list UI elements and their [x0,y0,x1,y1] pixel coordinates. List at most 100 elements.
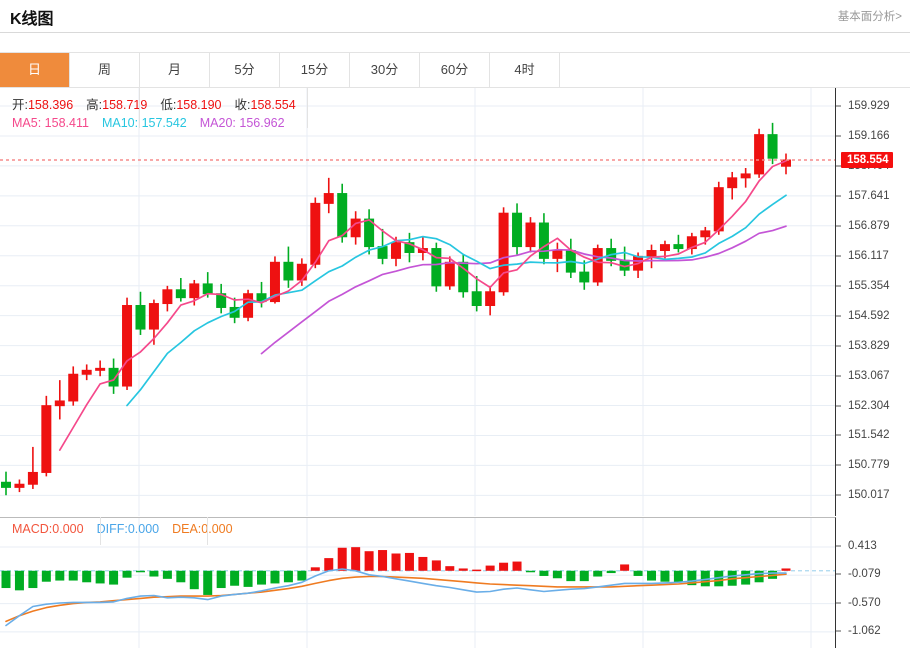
ma5-value: 158.411 [44,115,89,130]
ma5-stat: MA5: 158.411 [12,116,89,130]
open-stat: 开:158.396 [12,94,73,113]
tab-1[interactable]: 周 [70,53,140,87]
price-axis-tick [836,434,841,436]
ma20-stat: MA20: 156.962 [200,116,285,130]
tab-label: 周 [97,62,111,77]
price-axis-label: 150.779 [848,459,890,472]
timeframe-tabbar: 日 周 月 5分 15分 30分 60分 4时 [0,52,910,88]
macd-axis-tick [836,630,841,632]
ma20-value: 156.962 [239,115,285,130]
macd-axis-label: -1.062 [848,624,881,637]
tab-6[interactable]: 60分 [420,53,490,87]
ma-legend: MA5: 158.411 MA10: 157.542 MA20: 156.962 [12,113,298,132]
current-price-badge: 158.554 [841,152,893,168]
macd-axis-tick [836,573,841,575]
macd-legend-separator-0 [100,517,101,545]
tab-5[interactable]: 30分 [350,53,420,87]
open-label: 开: [12,98,28,112]
price-chart-svg [0,88,835,516]
price-axis-tick [836,464,841,466]
price-axis-label: 155.354 [848,279,890,292]
price-axis-label: 156.879 [848,219,890,232]
price-axis-tick [836,285,841,287]
diff-value: 0.000 [127,522,160,536]
price-axis: 159.929159.166158.404157.641156.879156.1… [836,88,910,648]
tab-4[interactable]: 15分 [280,53,350,87]
price-axis-label: 156.117 [848,249,889,262]
price-axis-tick [836,375,841,377]
tab-label: 日 [27,62,41,77]
fundamental-analysis-link[interactable]: 基本面分析> [837,11,902,23]
tabbar-filler [560,53,910,87]
price-axis-tick [836,135,841,137]
dea-label: DEA: [172,522,202,536]
tab-3[interactable]: 5分 [210,53,280,87]
macd-legend-separator-1 [207,517,208,545]
price-axis-tick [836,494,841,496]
price-axis-label: 159.166 [848,129,890,142]
ma10-label: MA10: [101,115,139,130]
tab-label: 30分 [370,62,399,77]
price-axis-tick [836,195,841,197]
price-axis-tick [836,165,841,167]
price-axis-tick [836,225,841,227]
price-axis-label: 159.929 [848,100,890,112]
price-axis-label: 154.592 [848,309,890,322]
diff-label: DIFF: [96,522,128,536]
tab-label: 60分 [440,62,469,77]
legend-separator-0 [139,88,140,128]
tab-label: 月 [167,62,181,77]
macd-axis-tick [836,602,841,604]
macd-value: 0.000 [52,522,84,536]
price-axis-label: 153.067 [848,369,890,382]
tab-0[interactable]: 日 [0,53,70,87]
macd-axis-tick [836,545,841,547]
legend-separator-1 [307,88,308,128]
diff-stat: DIFF:0.000 [97,522,160,536]
price-axis-label: 150.017 [848,489,890,502]
dea-stat: DEA:0.000 [172,522,232,536]
macd-stat: MACD:0.000 [12,522,84,536]
high-label: 高: [86,98,103,112]
macd-legend: MACD:0.000 DIFF:0.000 DEA:0.000 [12,520,246,538]
ma5-label: MA5: [12,115,42,130]
ma20-label: MA20: [199,115,236,130]
price-axis-label: 151.542 [848,429,890,442]
high-value: 158.719 [102,98,148,112]
tab-label: 5分 [234,62,255,77]
tab-2[interactable]: 月 [140,53,210,87]
low-stat: 低:158.190 [160,94,221,113]
ma10-stat: MA10: 157.542 [102,116,187,130]
close-label: 收: [234,98,251,112]
close-stat: 收:158.554 [235,94,296,113]
price-axis-tick [836,345,841,347]
tab-label: 4时 [514,62,535,77]
macd-axis-label: -0.079 [848,568,881,581]
macd-chart-panel[interactable] [0,517,836,648]
price-axis-tick [836,105,841,107]
high-stat: 高:158.719 [86,94,147,113]
tab-7[interactable]: 4时 [490,53,560,87]
price-axis-tick [836,405,841,406]
macd-chart-svg [0,518,835,648]
price-axis-tick [836,315,841,317]
price-axis-label: 153.829 [848,339,890,352]
tab-label: 15分 [300,62,329,77]
price-axis-label: 152.304 [848,399,890,412]
page-title: K线图 [10,11,54,28]
price-chart-panel[interactable] [0,88,836,516]
price-axis-label: 157.641 [848,189,890,202]
ohlc-legend: 开:158.396 高:158.719 低:158.190 收:158.554 [12,94,309,113]
low-value: 158.190 [176,98,222,112]
ma10-value: 157.542 [141,115,187,130]
low-label: 低: [160,98,177,112]
price-axis-tick [836,255,841,257]
macd-label: MACD: [12,522,53,536]
macd-axis-label: -0.570 [848,596,881,609]
open-value: 158.396 [27,98,74,112]
macd-axis-label: 0.413 [848,540,877,552]
close-value: 158.554 [250,98,296,112]
header: K线图 基本面分析> [0,0,910,33]
dea-value: 0.000 [201,522,233,536]
